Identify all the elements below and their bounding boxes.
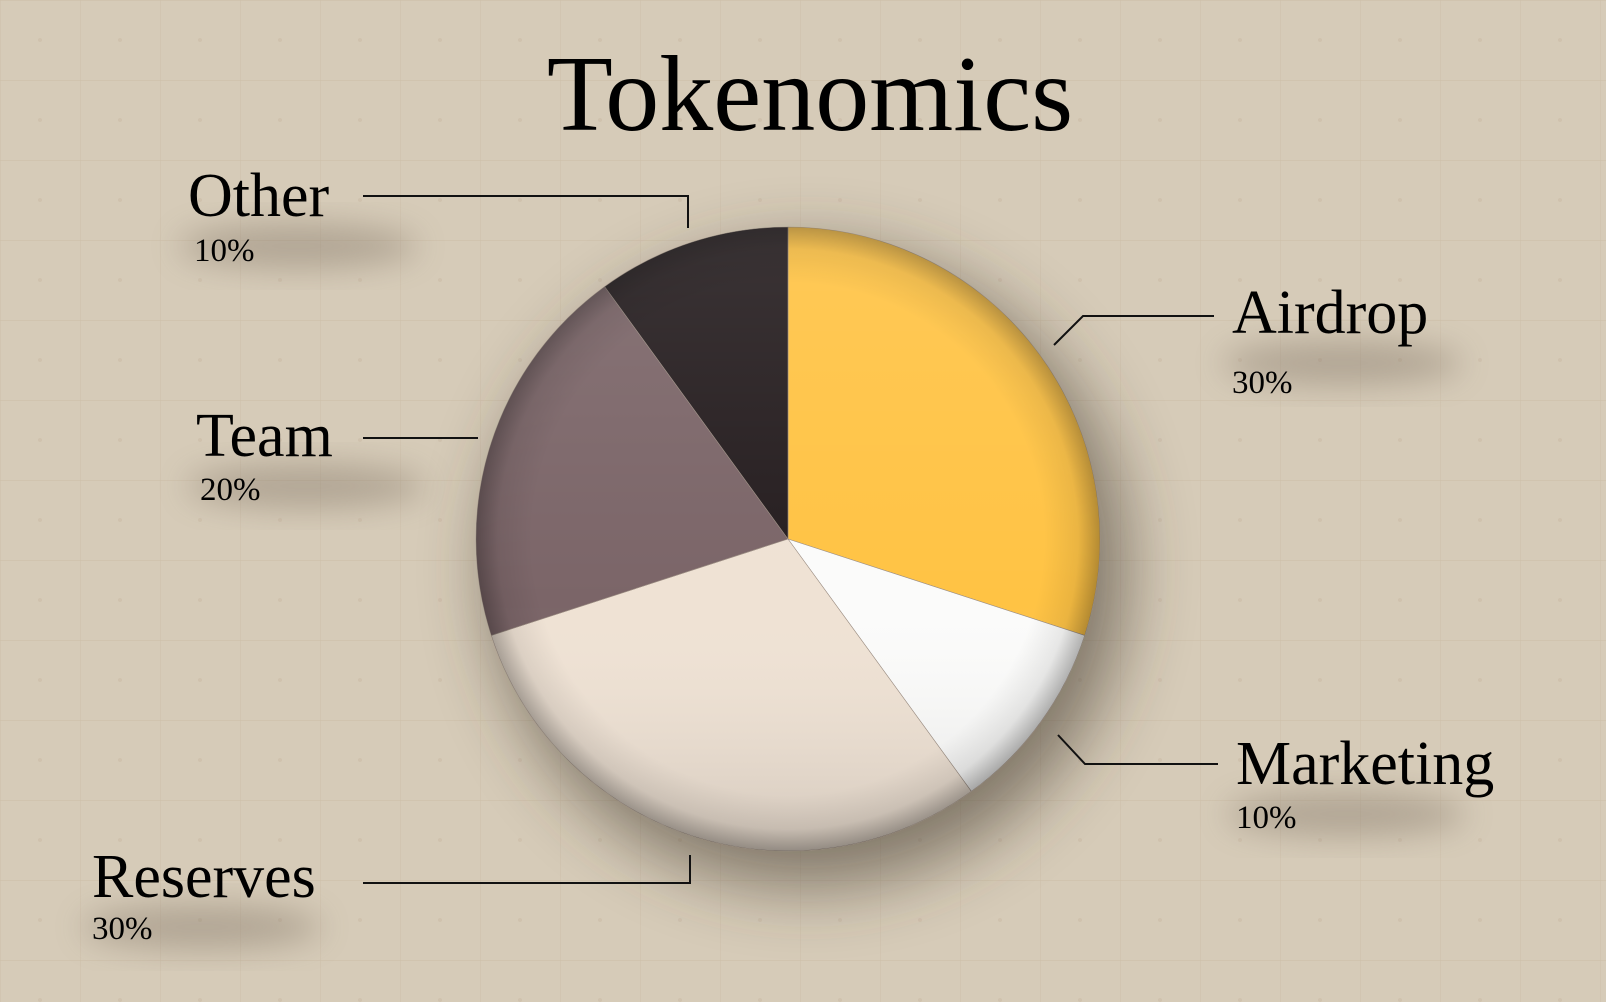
slice-label-team: Team xyxy=(196,402,333,470)
label-shadow-airdrop xyxy=(1222,341,1462,385)
leader-lines xyxy=(363,195,1218,884)
slice-percent-team: 20% xyxy=(200,472,261,508)
label-shadow-team xyxy=(186,464,426,508)
slice-labels: Airdrop30%Marketing10%Reserves30%Team20%… xyxy=(92,162,1494,947)
label-shadow-reserves xyxy=(82,905,322,949)
leader-line-other xyxy=(363,195,689,228)
slice-percent-marketing: 10% xyxy=(1236,800,1297,836)
label-shadow-other xyxy=(178,224,418,268)
leader-line-reserves xyxy=(363,855,691,884)
label-shadow-marketing xyxy=(1226,792,1466,836)
slice-label-reserves: Reserves xyxy=(92,843,316,911)
pie-vertical-shading xyxy=(476,227,1100,851)
slice-label-marketing: Marketing xyxy=(1236,730,1494,798)
slice-percent-airdrop: 30% xyxy=(1232,365,1293,401)
leader-line-marketing xyxy=(1057,734,1218,765)
text-shadows xyxy=(82,224,1466,949)
slice-percent-other: 10% xyxy=(194,233,255,269)
chart-title: Tokenomics xyxy=(547,35,1073,154)
slice-label-other: Other xyxy=(188,162,330,230)
slice-percent-reserves: 30% xyxy=(92,911,153,947)
slice-label-airdrop: Airdrop xyxy=(1232,279,1428,347)
leader-line-airdrop xyxy=(1053,315,1214,346)
